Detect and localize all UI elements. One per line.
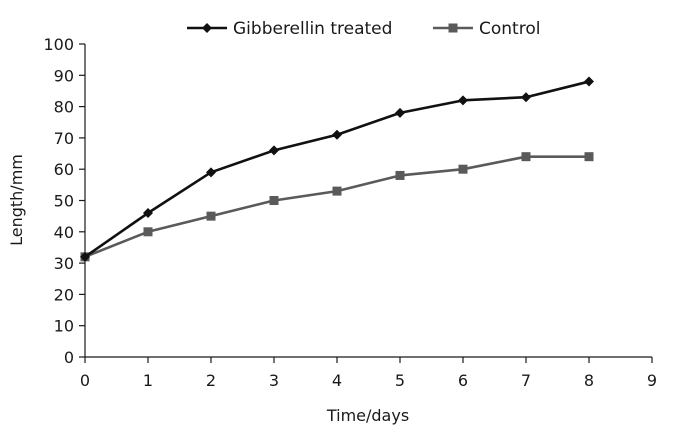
y-axis-title: Length/mm (7, 154, 26, 246)
data-point-square (269, 196, 279, 205)
x-tick-label: 4 (332, 371, 342, 390)
y-tick-label: 20 (54, 285, 74, 304)
legend-item: Gibberellin treated (187, 19, 392, 39)
legend-item: Control (433, 19, 540, 39)
y-tick-label: 60 (54, 160, 74, 179)
axes: 0 10 20 30 40 50 60 70 80 90 100 0 1 2 3 4 5 6 7 8 9 (43, 35, 657, 390)
x-tick-label: 2 (206, 371, 216, 390)
y-tick-label: 80 (54, 98, 74, 117)
data-point-square (584, 152, 594, 162)
x-tick-label: 3 (269, 371, 279, 390)
legend-label: Control (479, 19, 540, 39)
y-tick-label: 0 (64, 348, 74, 367)
series-line (84, 155, 589, 259)
legend: Gibberellin treated Control (187, 19, 540, 39)
data-point-square (332, 186, 342, 196)
x-tick-label: 8 (584, 371, 594, 390)
legend-label: Gibberellin treated (233, 19, 392, 39)
x-tick-label: 0 (80, 371, 90, 390)
x-tick-label: 5 (395, 371, 405, 390)
y-tick-label: 30 (54, 254, 74, 273)
data-point-square (458, 164, 468, 174)
legend-marker-square (448, 23, 458, 33)
y-tick-label: 90 (54, 66, 74, 85)
data-point-diamond (584, 76, 594, 87)
data-point-diamond (206, 167, 216, 178)
y-tick-label: 50 (54, 192, 74, 211)
data-point-diamond (521, 92, 531, 103)
x-tick-label: 7 (521, 371, 531, 390)
data-point-square (143, 227, 153, 237)
x-tick-label: 1 (143, 371, 153, 390)
x-tick-label: 6 (458, 371, 468, 390)
data-point-square (521, 152, 531, 162)
data-point-diamond (395, 107, 405, 118)
y-tick-label: 40 (54, 223, 74, 242)
x-axis-title: Time/days (326, 406, 409, 425)
y-tick-label: 10 (54, 317, 74, 336)
x-tick-label: 9 (647, 371, 657, 390)
y-tick-label: 100 (43, 35, 74, 54)
data-point-square (395, 170, 405, 180)
series-gibberellin-treated (80, 76, 594, 262)
data-point-diamond (458, 95, 468, 106)
data-point-diamond (80, 251, 90, 262)
series-layer (80, 76, 594, 262)
data-point-diamond (143, 208, 153, 219)
data-point-square (206, 211, 216, 221)
data-point-diamond (269, 145, 279, 156)
data-point-diamond (332, 129, 342, 140)
y-tick-label: 70 (54, 129, 74, 148)
series-line (84, 80, 590, 258)
legend-marker-diamond (202, 23, 212, 33)
